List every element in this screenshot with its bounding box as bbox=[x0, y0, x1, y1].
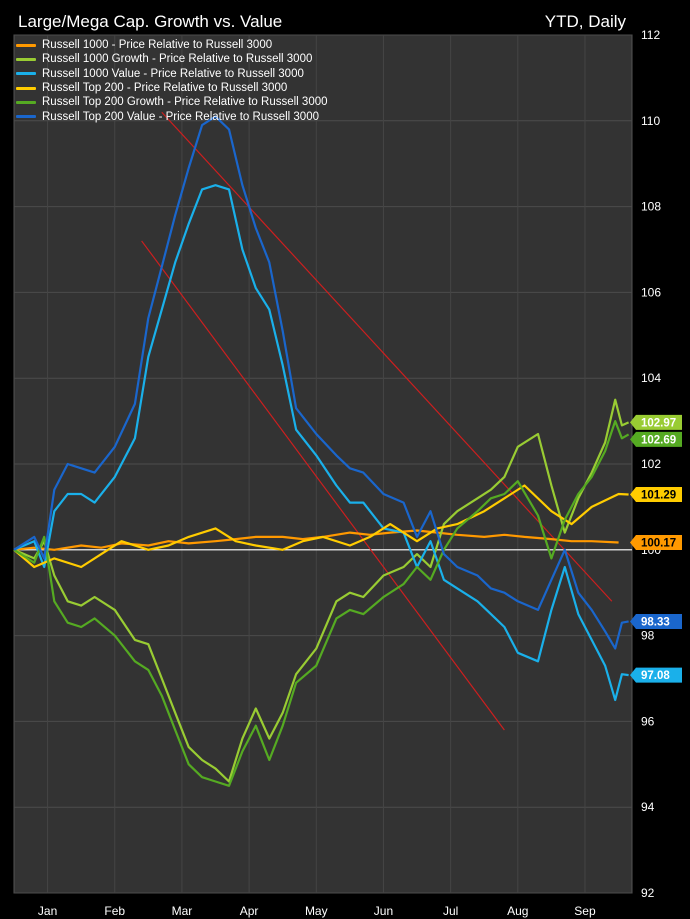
legend-swatch bbox=[16, 57, 36, 61]
legend-item: Russell Top 200 Growth - Price Relative … bbox=[16, 95, 328, 109]
x-tick-label: Jun bbox=[374, 904, 393, 918]
y-tick-label: 94 bbox=[641, 800, 655, 814]
last-value-tag bbox=[630, 431, 682, 447]
x-tick-label: Apr bbox=[240, 904, 259, 918]
legend-swatch bbox=[16, 100, 36, 104]
legend-label: Russell 1000 - Price Relative to Russell… bbox=[42, 39, 273, 52]
legend-swatch bbox=[16, 86, 36, 90]
last-value-label: 102.97 bbox=[641, 417, 676, 429]
y-tick-label: 102 bbox=[641, 457, 661, 471]
x-tick-label: Jul bbox=[443, 904, 458, 918]
legend-item: Russell 1000 Value - Price Relative to R… bbox=[16, 67, 328, 81]
last-value-label: 100.17 bbox=[641, 538, 676, 550]
legend-item: Russell 1000 - Price Relative to Russell… bbox=[16, 38, 328, 52]
trend-line bbox=[161, 111, 613, 602]
last-value-label: 102.69 bbox=[641, 434, 676, 446]
last-value-tag bbox=[630, 535, 682, 551]
last-value-label: 101.29 bbox=[641, 489, 676, 501]
legend-label: Russell Top 200 Value - Price Relative t… bbox=[42, 110, 319, 123]
x-tick-label: May bbox=[305, 904, 328, 918]
legend-item: Russell Top 200 - Price Relative to Russ… bbox=[16, 81, 328, 95]
legend-label: Russell Top 200 Growth - Price Relative … bbox=[42, 96, 328, 109]
y-tick-label: 108 bbox=[641, 200, 661, 214]
series-line bbox=[13, 184, 629, 702]
last-value-tag bbox=[630, 613, 682, 629]
last-value-tag bbox=[630, 667, 682, 683]
x-tick-label: Jan bbox=[38, 904, 57, 918]
legend-label: Russell Top 200 - Price Relative to Russ… bbox=[42, 82, 288, 95]
x-tick-label: Feb bbox=[104, 904, 125, 918]
last-value-label: 97.08 bbox=[641, 670, 670, 682]
legend-swatch bbox=[16, 115, 36, 119]
legend-swatch bbox=[16, 72, 36, 76]
legend-label: Russell 1000 Value - Price Relative to R… bbox=[42, 67, 304, 80]
y-tick-label: 110 bbox=[641, 114, 660, 128]
x-tick-label: Aug bbox=[507, 904, 528, 918]
last-value-tag bbox=[630, 414, 682, 430]
y-tick-label: 96 bbox=[641, 714, 655, 728]
y-tick-label: 112 bbox=[641, 28, 660, 42]
x-tick-label: Mar bbox=[172, 904, 193, 918]
series-line bbox=[13, 484, 629, 569]
y-tick-label: 98 bbox=[641, 629, 655, 643]
legend-item: Russell 1000 Growth - Price Relative to … bbox=[16, 52, 328, 66]
y-tick-label: 104 bbox=[641, 371, 661, 385]
last-value-tag bbox=[630, 486, 682, 502]
y-tick-label: 92 bbox=[641, 886, 655, 900]
period-label: YTD, Daily bbox=[544, 12, 626, 31]
series-line bbox=[13, 420, 630, 787]
trend-line bbox=[141, 240, 505, 731]
legend-swatch bbox=[16, 43, 36, 47]
legend-label: Russell 1000 Growth - Price Relative to … bbox=[42, 53, 313, 66]
legend-item: Russell Top 200 Value - Price Relative t… bbox=[16, 109, 328, 123]
chart-title: Large/Mega Cap. Growth vs. Value bbox=[18, 12, 283, 31]
x-tick-label: Sep bbox=[574, 904, 596, 918]
series-line bbox=[13, 115, 629, 650]
y-tick-label: 106 bbox=[641, 285, 661, 299]
last-value-label: 98.33 bbox=[641, 616, 670, 628]
series-line bbox=[13, 398, 630, 783]
chart-legend: Russell 1000 - Price Relative to Russell… bbox=[16, 38, 328, 124]
